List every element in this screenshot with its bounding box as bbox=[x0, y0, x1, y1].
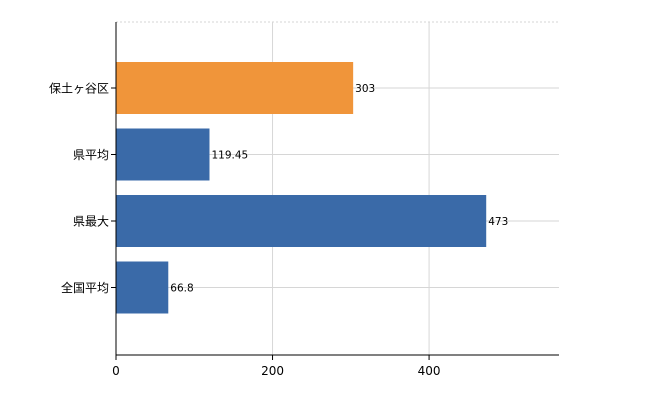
bar-value-label: 473 bbox=[488, 216, 508, 228]
x-tick-label: 0 bbox=[112, 364, 120, 378]
bars-layer bbox=[116, 62, 487, 314]
y-tick-label: 保土ヶ谷区 bbox=[49, 82, 109, 96]
x-tick-label: 400 bbox=[418, 364, 441, 378]
y-tick-label: 全国平均 bbox=[61, 280, 109, 295]
bar-value-label: 303 bbox=[355, 83, 375, 95]
x-tick-label: 200 bbox=[261, 364, 284, 378]
bar bbox=[116, 261, 169, 314]
axes-layer bbox=[111, 22, 559, 360]
y-tick-label: 県最大 bbox=[73, 215, 109, 229]
bar bbox=[116, 128, 210, 181]
bar bbox=[116, 62, 354, 114]
bar bbox=[116, 195, 487, 247]
bar-value-label: 119.45 bbox=[211, 150, 248, 162]
y-tick-label: 県平均 bbox=[73, 148, 109, 162]
bar-value-label: 66.8 bbox=[170, 283, 193, 295]
